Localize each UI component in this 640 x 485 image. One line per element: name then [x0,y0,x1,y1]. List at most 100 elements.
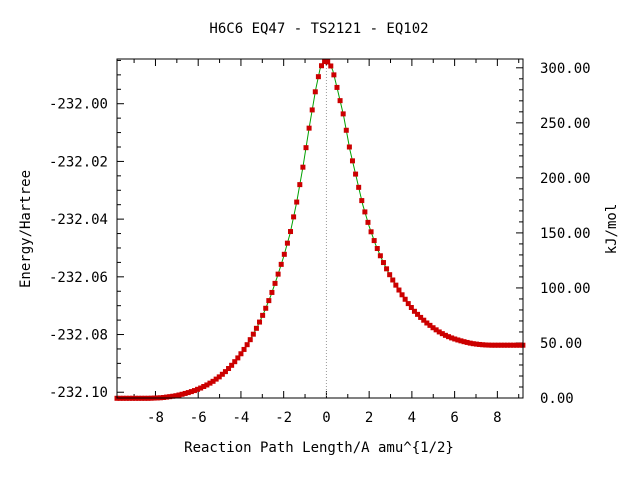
irc-point [167,394,173,400]
irc-point [507,342,513,348]
energy-profile-line [117,60,523,399]
irc-point [213,376,219,382]
irc-point [198,385,204,391]
irc-point [374,246,380,252]
irc-point [250,331,256,337]
x-tick-label: -2 [275,410,292,426]
x-tick-label: -4 [233,410,250,426]
irc-point [297,182,303,188]
y-tick-label: -232.04 [49,212,108,228]
x-tick-label: 8 [493,410,501,426]
chart-title: H6C6 EQ47 - TS2121 - EQ102 [209,21,428,37]
irc-point [436,329,442,335]
y2-tick-label: 300.00 [540,61,591,77]
irc-point [226,366,232,372]
x-tick-label: 0 [322,410,330,426]
y-tick-label: -232.06 [49,270,108,286]
irc-point-markers [114,59,526,401]
irc-point [241,346,247,352]
irc-point [284,240,290,246]
irc-point [408,305,414,311]
y2-tick-label: 250.00 [540,116,591,132]
irc-point [272,280,278,286]
irc-point [421,317,427,323]
y-tick-label: -232.10 [49,385,108,401]
irc-point [384,266,390,272]
irc-point [337,98,343,104]
irc-point [365,219,371,225]
irc-point [349,158,355,164]
irc-point [470,341,476,347]
irc-point [368,229,374,235]
irc-point [359,198,365,204]
irc-point [328,63,334,69]
irc-point [464,339,470,345]
irc-point [309,107,315,113]
irc-point [312,89,318,95]
irc-point [380,260,386,266]
irc-point [244,342,250,348]
irc-point [452,336,458,342]
irc-point [210,378,216,384]
irc-point [362,209,368,215]
irc-point [278,261,284,267]
y-tick-label: -232.00 [49,97,108,113]
irc-point [260,312,266,318]
irc-point [405,301,411,307]
irc-point [418,314,424,320]
irc-point [371,238,377,244]
irc-point [495,342,501,348]
irc-point [501,342,507,348]
irc-point [222,369,228,375]
irc-point [411,308,417,314]
irc-point [449,335,455,341]
y2-tick-label: 150.00 [540,226,591,242]
irc-point [483,342,489,348]
x-tick-label: -8 [147,410,164,426]
irc-point [294,199,300,205]
irc-point [467,340,473,346]
irc-point [318,63,324,69]
irc-point [402,296,408,302]
irc-point [511,342,517,348]
irc-point [458,338,464,344]
irc-point [334,84,340,90]
irc-point [455,337,461,343]
irc-point [164,394,170,400]
plot-area [114,59,526,401]
irc-point [340,111,346,117]
irc-point [238,351,244,357]
irc-point [433,327,439,333]
irc-point [504,342,510,348]
irc-point [315,74,321,80]
irc-point [195,386,201,392]
irc-point [346,144,352,150]
irc-point [207,380,213,386]
x-tick-label: 2 [365,410,373,426]
irc-point [390,277,396,283]
irc-point [269,289,275,295]
irc-point [185,390,191,396]
irc-point [486,342,492,348]
irc-point [303,145,309,151]
irc-point [427,322,433,328]
y-tick-label: -232.08 [49,328,108,344]
irc-point [160,394,166,400]
irc-point [517,342,523,348]
irc-point [439,331,445,337]
axis-ticks: -8 -6 -4 -2 0 2 4 6 8 -232.10 -232.08 -232.06 -232.0… [49,59,591,426]
irc-point [204,382,210,388]
irc-point [232,359,238,365]
irc-point [473,341,479,347]
irc-point [306,125,312,131]
irc-point [353,171,359,177]
y2-tick-label: 200.00 [540,171,591,187]
irc-point [291,214,297,220]
irc-point [322,59,328,65]
irc-point [176,392,182,398]
irc-point [188,389,194,395]
irc-point [514,342,520,348]
irc-point [393,282,399,288]
